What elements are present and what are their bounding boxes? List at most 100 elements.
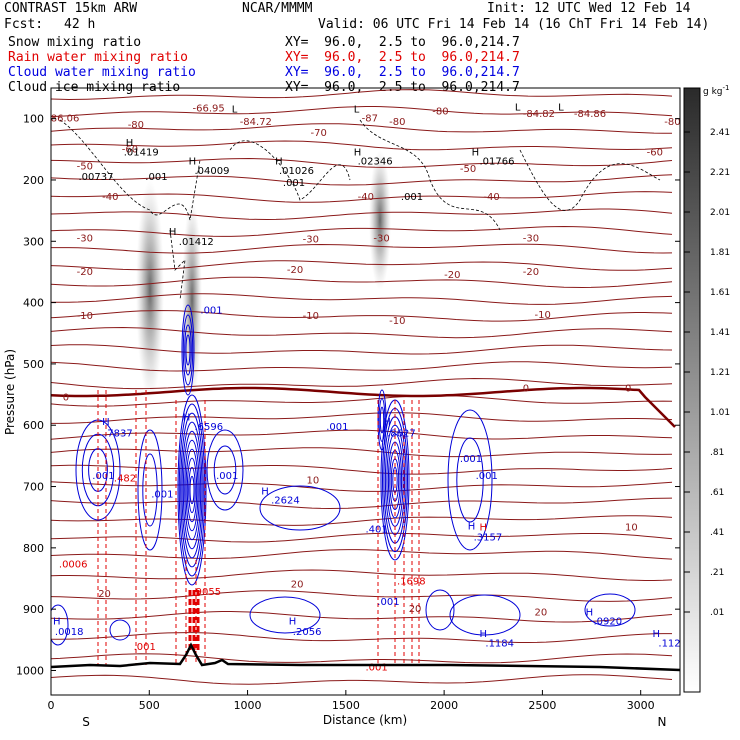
temperature-contour (51, 377, 673, 390)
cloud-water-contour (377, 389, 387, 451)
temperature-label: 20 (409, 604, 422, 615)
cloud-water-label: .001 (326, 422, 348, 433)
temperature-label: 10 (307, 476, 320, 487)
snow-ice-label: L (515, 103, 521, 114)
colorbar-tick-label: 1.21 (710, 368, 730, 378)
cloud-water-label: H (383, 417, 391, 428)
temperature-contour (51, 532, 673, 543)
snow-ice-label: H (472, 147, 480, 158)
temperature-contour (51, 326, 673, 339)
cloud-ice-contour (169, 229, 186, 301)
temperature-label: -66.95 (193, 103, 225, 114)
cloud-water-contour (188, 466, 196, 514)
temperature-contour (51, 497, 673, 510)
temperature-contour (51, 632, 672, 643)
y-tick-label: 900 (23, 603, 44, 616)
field-snow-xy: XY= 96.0, 2.5 to 96.0,214.7 (285, 35, 520, 50)
rain-label: H (480, 523, 488, 534)
snow-ice-label: .04009 (195, 166, 230, 177)
cloud-water-contour (184, 439, 200, 541)
rain-label: .482 (114, 474, 136, 485)
cloud-water-contour (184, 324, 192, 376)
cloud-water-label: .001 (476, 471, 498, 482)
cloud-water-contour (425, 589, 455, 631)
snow-plume-2 (182, 200, 202, 400)
x-tick-label: 1000 (234, 699, 262, 712)
rain-label: .9055 (193, 587, 222, 598)
cloud-water-contour (180, 412, 204, 568)
colorbar-bar (683, 87, 701, 693)
cloud-water-label: H (480, 629, 488, 640)
y-tick-label: 800 (23, 542, 44, 555)
temperature-label: 0 (625, 384, 631, 395)
forecast-label: Fcst: (4, 17, 44, 32)
temperature-label: -80 (389, 117, 405, 128)
snow-ice-label: L (354, 105, 360, 116)
cloud-water-contour (109, 619, 131, 641)
cloud-water-label: H (586, 607, 594, 618)
temperature-label: -20 (287, 265, 303, 276)
temperature-label: -60 (122, 144, 138, 155)
temperature-label: -20 (523, 267, 539, 278)
cloud-water-contour (189, 475, 195, 505)
cloud-water-contour (182, 314, 194, 386)
snow-ice-label: H (126, 138, 134, 149)
cloud-ice-contour (229, 140, 351, 201)
y-tick-label: 200 (23, 174, 44, 187)
plot-frame (50, 87, 681, 696)
temperature-label: -30 (523, 233, 539, 244)
temperature-contour (51, 140, 673, 151)
rain-label: .0006 (59, 560, 88, 571)
temperature-label: -70 (311, 128, 327, 139)
cloud-water-contour (142, 453, 158, 527)
field-cloudwater-xy: XY= 96.0, 2.5 to 96.0,214.7 (285, 65, 520, 80)
cloud-water-label: .401 (366, 525, 388, 536)
cloud-water-label: .001 (151, 490, 173, 501)
field-cloudwater-name: Cloud water mixing ratio (8, 65, 196, 80)
x-tick-label: 3000 (627, 699, 655, 712)
cloud-water-contour (137, 429, 163, 551)
snow-ice-label: .01419 (124, 147, 159, 158)
colorbar-tick-label: 1.61 (710, 288, 730, 298)
cloud-water-contour (584, 593, 636, 627)
cloud-water-contour (447, 409, 493, 551)
ground-surface (50, 642, 681, 672)
cloud-water-label: .001 (200, 306, 222, 317)
temperature-label: -30 (303, 235, 319, 246)
temperature-contour (51, 447, 673, 458)
temperature-contour (51, 590, 673, 602)
y-tick-label: 700 (23, 481, 44, 494)
forecast-hour: 42 h (64, 17, 96, 32)
temperature-label: -10 (389, 316, 405, 327)
temperature-contour (51, 123, 672, 134)
colorbar-tick-label: .41 (710, 528, 724, 538)
x-tick-label: 500 (139, 699, 160, 712)
cloud-water-contour (181, 421, 203, 559)
cloud-water-label: .001 (216, 471, 238, 482)
temperature-label: 0 (63, 393, 69, 404)
freezing-level-contour (51, 386, 676, 428)
cloud-water-label: .2056 (293, 627, 322, 638)
snow-ice-label: H (275, 157, 283, 168)
snow-plume-3 (369, 150, 391, 290)
temperature-label: -20 (77, 267, 93, 278)
temperature-label: 20 (535, 607, 548, 618)
temperature-contour (51, 276, 673, 289)
temperature-label: -10 (535, 310, 551, 321)
cloud-water-contour (379, 406, 385, 434)
cloud-water-label: H (468, 522, 476, 533)
temperature-label: 10 (625, 523, 638, 534)
org-label: NCAR/MMMM (242, 1, 313, 16)
x-tick-label: 2500 (528, 699, 556, 712)
cloud-water-label: H (183, 412, 191, 423)
cloud-water-contour (186, 457, 198, 523)
temperature-contour (51, 515, 673, 526)
cloud-water-label: H (289, 617, 297, 628)
temperature-label: -84.72 (240, 117, 272, 128)
cloud-water-label: .0018 (55, 627, 84, 638)
valid-time: Valid: 06 UTC Fri 14 Feb 14 (16 ChT Fri … (318, 17, 710, 32)
colorbar-tick-label: .01 (710, 608, 724, 618)
snow-ice-label: .01026 (279, 166, 314, 177)
cloud-water-label: H (53, 617, 61, 628)
snow-ice-label: .001 (401, 192, 423, 203)
